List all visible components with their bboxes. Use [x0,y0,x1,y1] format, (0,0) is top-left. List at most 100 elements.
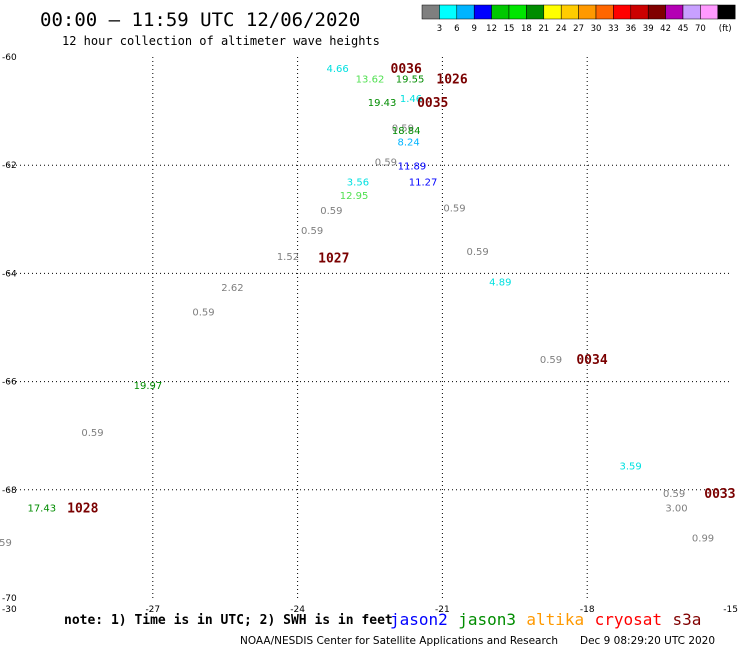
wave-height-label: 0.59 [320,206,342,217]
wave-height-label: 0.59 [81,428,103,439]
wave-height-label: 19.55 [396,75,425,86]
colorbar-swatch [560,4,579,20]
colorbar-label: 36 [625,24,636,34]
wave-height-label: 13.62 [356,75,385,86]
colorbar-swatch [630,4,649,20]
colorbar-label: 3 [437,24,442,34]
colorbar-unit: (ft) [719,24,732,34]
colorbar-swatch [613,4,632,20]
colorbar-swatch [595,4,614,20]
wave-height-label: 19.97 [134,381,163,392]
colorbar-label: 12 [486,24,497,34]
x-tick-label: -18 [580,605,595,615]
colorbar-swatch [473,4,492,20]
colorbar-label: 6 [454,24,459,34]
colorbar-swatch [508,4,527,20]
wave-height-label: 0.99 [692,533,714,544]
satellite-legend-item: cryosat [595,610,662,629]
pass-time-label: 0035 [417,96,448,111]
pass-time-label: 1026 [436,73,467,88]
colorbar-label: 70 [695,24,706,34]
x-tick-label: -21 [435,605,450,615]
wave-height-label: 2.62 [221,283,243,294]
chart-title: 00:00 – 11:59 UTC 12/06/2020 [40,9,360,31]
wave-height-label: 0.59 [540,355,562,366]
wave-height-label: 3.59 [620,462,642,473]
chart-subtitle: 12 hour collection of altimeter wave hei… [62,34,380,48]
satellite-legend-item: s3a [673,610,702,629]
colorbar-swatch [665,4,684,20]
wave-height-label: 3.00 [665,504,687,515]
colorbar-swatch [647,4,666,20]
pass-time-label: 1028 [67,502,98,517]
wave-height-label: 0.59 [192,307,214,318]
colorbar-label: 21 [538,24,549,34]
pass-time-label: 0036 [391,62,422,77]
wave-height-label: 17.43 [27,504,56,515]
wave-height-label: 4.89 [489,278,511,289]
wave-height-label: 0.59 [392,123,414,134]
wave-height-label: 19.43 [368,98,397,109]
colorbar-label: 27 [573,24,584,34]
x-tick-label: -15 [723,605,738,615]
colorbar-swatch [717,4,736,20]
satellite-legend-item: altika [526,610,584,629]
axis-ticks: -30 -27 -24 -21 -18 -15 -60 -62 -64 -66 -68 -70 [2,53,738,615]
wave-height-label: 1.52 [277,252,299,263]
colorbar-label: 24 [556,24,567,34]
wave-height-label: 0.59 [301,226,323,237]
colorbar-label: 42 [660,24,671,34]
colorbar-label: 30 [591,24,602,34]
colorbar-legend: 3 6 9 12 15 18 21 24 27 30 33 36 39 42 45 70 (ft) [421,4,736,34]
colorbar-label: 39 [643,24,654,34]
x-tick-label: -30 [2,605,17,615]
colorbar-swatch [578,4,597,20]
wave-height-label: 4.66 [327,64,349,75]
satellite-legend-item: jason3 [458,610,516,629]
wave-height-label: 1.46 [400,94,422,105]
y-tick-label: -66 [2,378,17,388]
wave-height-label: 12.95 [340,191,369,202]
colorbar-label: 45 [678,24,689,34]
colorbar-swatch [439,4,458,20]
colorbar-swatch [700,4,719,20]
colorbar-label: 18 [521,24,532,34]
y-tick-label: -68 [2,486,17,496]
colorbar-swatch [543,4,562,20]
colorbar-swatch [682,4,701,20]
wave-height-label: 0.59 [0,538,12,549]
wave-height-label: 11.89 [398,161,427,172]
x-tick-label: -27 [145,605,160,615]
satellite-legend: jason2 jason3 altika cryosat s3a [390,610,701,629]
colorbar-label: 15 [504,24,515,34]
wave-height-label: 0.59 [663,489,685,500]
map-grid [8,57,732,598]
y-tick-label: -60 [2,53,17,63]
wave-height-label: 3.56 [347,178,369,189]
timestamp-text: Dec 9 08:29:20 UTC 2020 [580,635,715,647]
colorbar-swatch [456,4,475,20]
wave-height-label: 0.59 [443,203,465,214]
y-tick-label: -64 [2,269,17,279]
pass-time-label: 0033 [704,487,735,502]
wave-height-label: 18.84 [392,126,421,137]
y-tick-label: -70 [2,594,17,604]
pass-time-label: 0034 [576,353,607,368]
wave-height-label: 11.27 [409,178,438,189]
satellite-legend-item: jason2 [390,610,448,629]
x-tick-label: -24 [290,605,305,615]
colorbar-swatch [526,4,545,20]
wave-height-label: 0.59 [467,247,489,258]
wave-height-label: 0.59 [375,157,397,168]
colorbar-label: 33 [608,24,619,34]
pass-time-label: 1027 [318,251,349,266]
colorbar-swatch [421,4,440,20]
credit-text: NOAA/NESDIS Center for Satellite Applica… [240,635,558,647]
colorbar-label: 9 [471,24,476,34]
colorbar-swatch [491,4,510,20]
footnote: note: 1) Time is in UTC; 2) SWH is in fe… [64,613,393,628]
pass-time-labels: 0036 1026 0035 1027 0034 0033 1028 [67,62,735,517]
y-tick-label: -62 [2,161,17,171]
